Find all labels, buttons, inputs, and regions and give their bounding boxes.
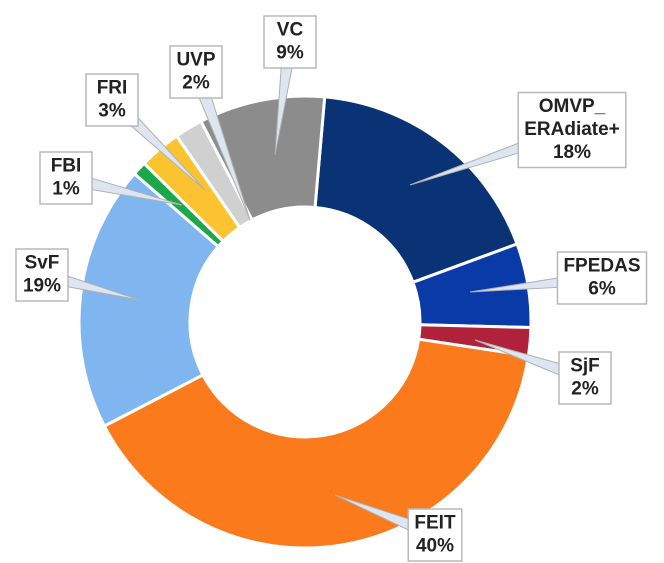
label-box: [263, 15, 317, 69]
label-box: [558, 351, 612, 405]
category-label: SjF: [570, 356, 600, 377]
category-line: SvF: [25, 253, 60, 274]
category-label: VC: [277, 20, 304, 41]
label-box: [556, 251, 648, 305]
slice: [313, 95, 520, 285]
category-label: FRI: [97, 78, 128, 99]
category-line: OMVP_: [539, 96, 606, 117]
category-line: FBI: [51, 156, 82, 177]
category-line: FPEDAS: [563, 256, 640, 277]
label-box: [39, 151, 93, 205]
category-label: SvF: [25, 253, 60, 274]
callout: VC9%: [263, 15, 317, 156]
value-label: 3%: [98, 101, 126, 122]
callouts: OMVP_ ERAdiate+18%FPEDAS6%SjF2%FEIT40%SvF…: [15, 15, 648, 562]
category-line: UVP: [176, 50, 215, 71]
category-label: OMVP_ ERAdiate+: [524, 96, 620, 140]
category-line: ERAdiate+: [524, 119, 620, 140]
category-label: FEIT: [414, 513, 456, 534]
label-box: [169, 45, 223, 99]
category-line: FEIT: [414, 513, 456, 534]
category-label: FBI: [51, 156, 82, 177]
callout: OMVP_ ERAdiate+18%: [409, 91, 627, 186]
value-label: 19%: [23, 276, 61, 297]
category-line: FRI: [97, 78, 128, 99]
label-box: [517, 91, 627, 169]
label-box: [85, 73, 139, 127]
slice: [102, 337, 531, 550]
value-label: 1%: [52, 179, 80, 200]
label-box: [407, 508, 463, 562]
category-label: UVP: [176, 50, 215, 71]
value-label: 40%: [416, 536, 454, 557]
slices: [77, 94, 533, 550]
value-label: 6%: [588, 279, 616, 300]
slice: [198, 94, 327, 222]
value-label: 2%: [571, 379, 599, 400]
value-label: 9%: [276, 43, 304, 64]
value-label: 2%: [182, 73, 210, 94]
label-box: [15, 248, 69, 302]
category-line: VC: [277, 20, 304, 41]
category-line: SjF: [570, 356, 600, 377]
slice: [77, 171, 221, 429]
value-label: 18%: [553, 142, 591, 163]
category-label: FPEDAS: [563, 256, 640, 277]
